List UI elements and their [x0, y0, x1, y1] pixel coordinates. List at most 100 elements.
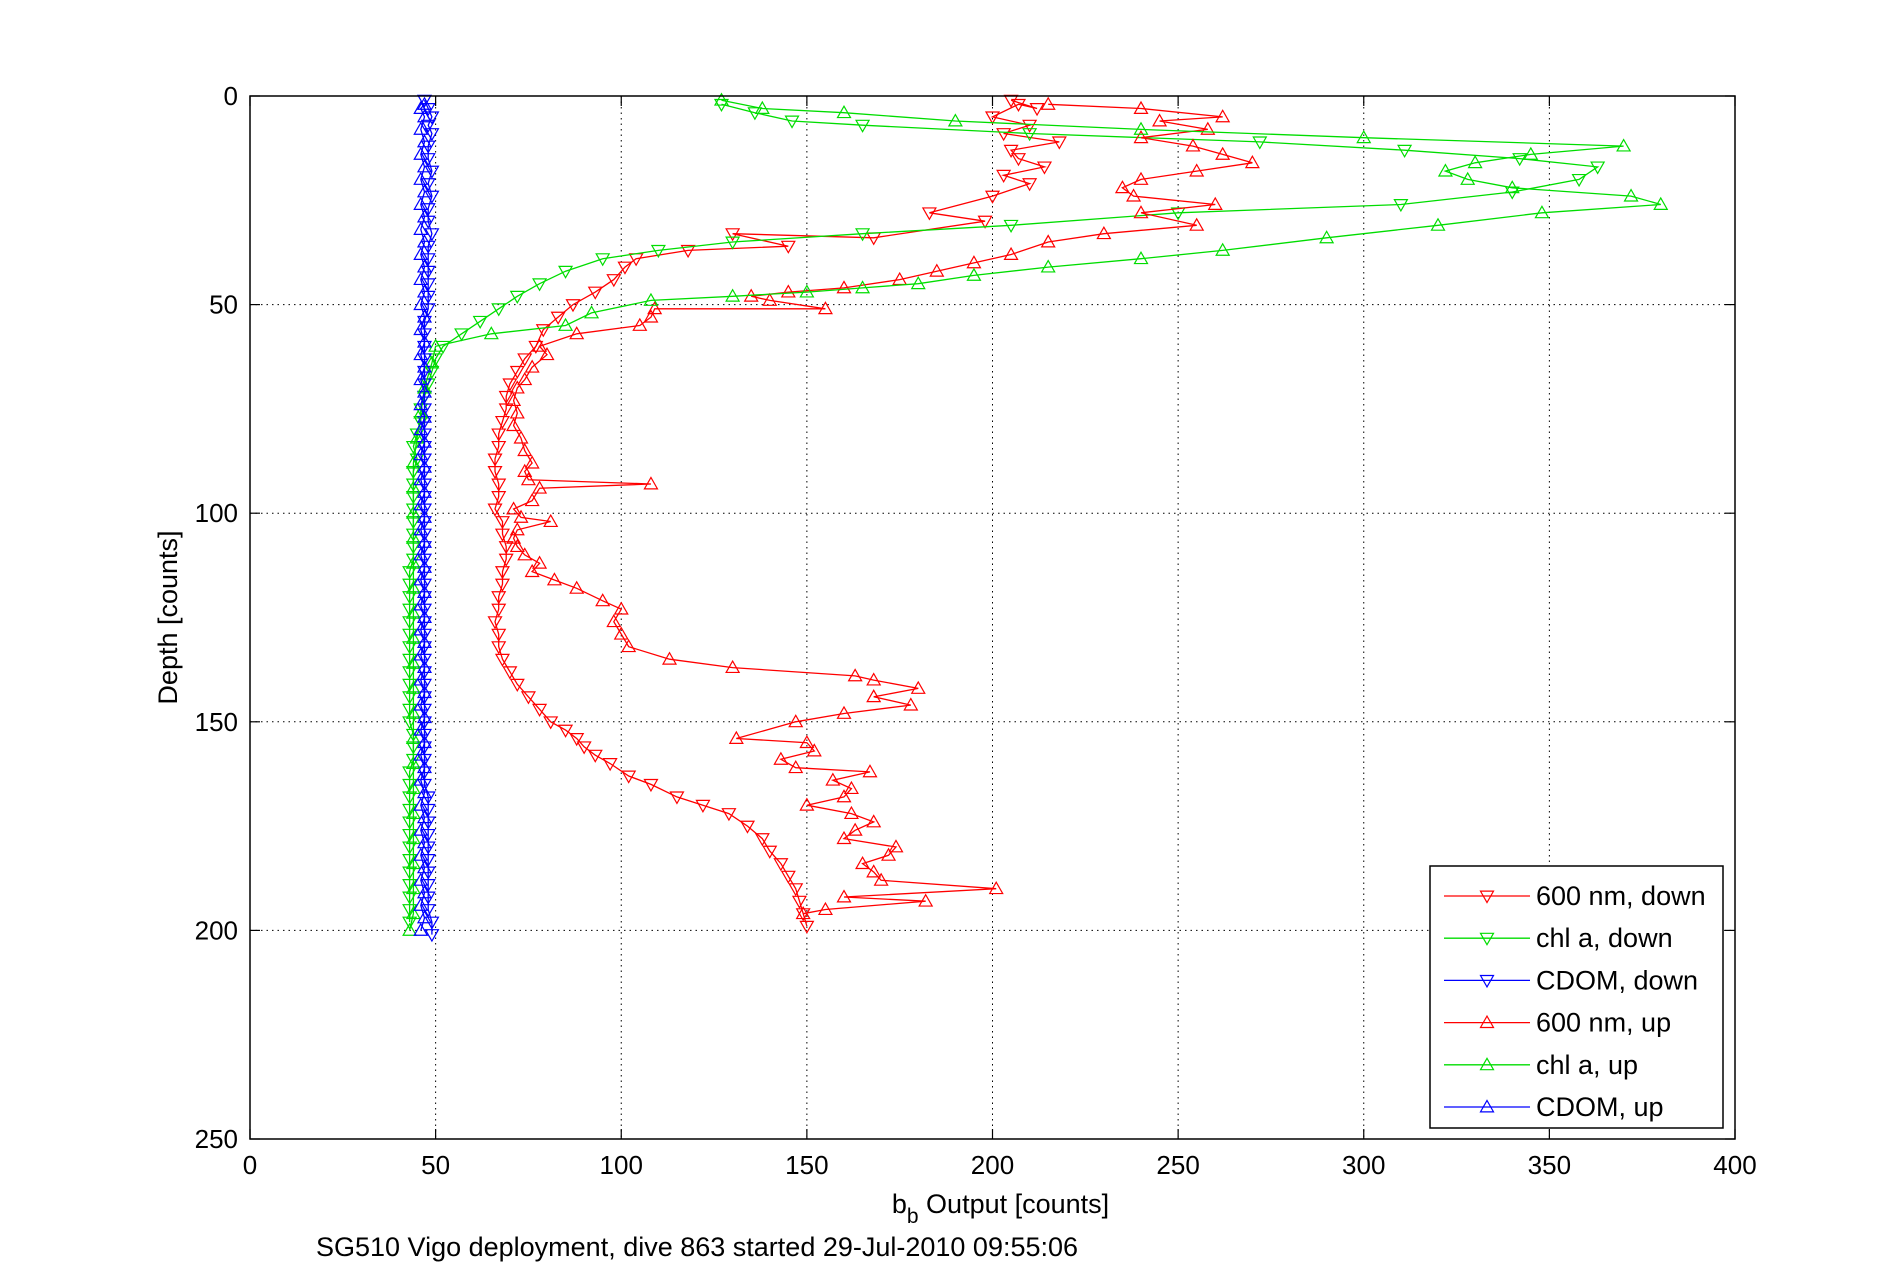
data-point: [491, 591, 507, 605]
data-point: [416, 885, 433, 899]
data-point: [1590, 161, 1606, 175]
data-point: [509, 522, 525, 536]
legend-marker: [1479, 974, 1495, 989]
y-tick-label: 250: [195, 1124, 238, 1154]
legend-label: 600 nm, up: [1536, 1008, 1671, 1038]
x-axis-label: bb Output [counts]: [892, 1189, 1109, 1228]
data-point: [506, 392, 522, 407]
data-point: [866, 689, 882, 703]
data-point: [1623, 188, 1639, 202]
figure-caption: SG510 Vigo deployment, dive 863 started …: [316, 1232, 1078, 1262]
x-tick-label: 300: [1342, 1150, 1385, 1180]
data-point: [532, 703, 548, 717]
data-point: [405, 680, 421, 694]
legend-box: [1429, 865, 1724, 1129]
series-line: [420, 103, 426, 931]
data-point: [416, 96, 433, 110]
data-point: [494, 578, 510, 592]
data-point: [621, 770, 637, 784]
data-point: [817, 301, 833, 315]
data-point: [416, 309, 433, 323]
data-point: [413, 822, 429, 836]
data-point: [472, 315, 488, 329]
data-point: [1460, 171, 1476, 185]
data-point: [1397, 144, 1413, 158]
data-point: [780, 870, 796, 884]
data-point: [847, 668, 863, 682]
data-point: [695, 799, 711, 813]
data-point: [524, 455, 540, 469]
data-point: [1133, 171, 1149, 185]
data-point: [532, 555, 548, 569]
data-point: [725, 288, 741, 302]
data-point: [405, 505, 421, 519]
data-point: [1512, 153, 1528, 167]
data-point: [1207, 196, 1223, 210]
data-point: [1189, 163, 1205, 177]
data-point: [543, 716, 559, 730]
axis-ticks: 0 50 100 150 200 250 300 350 400 0 50 100 150 200 250: [195, 81, 1757, 1180]
legend: 600 nm, down chl a, down CDOM, down 600 nm,…: [1429, 865, 1724, 1129]
data-point: [416, 810, 433, 824]
legend-entry: CDOM, down: [1444, 965, 1698, 995]
data-point: [881, 847, 897, 861]
data-point: [416, 659, 433, 674]
data-point: [988, 880, 1004, 895]
legend-label: CDOM, up: [1536, 1092, 1664, 1122]
data-point: [613, 626, 629, 640]
data-point: [788, 883, 804, 897]
data-point: [855, 228, 871, 242]
data-point: [491, 641, 507, 655]
data-point: [491, 303, 507, 317]
data-point: [416, 534, 433, 548]
data-point: [1319, 230, 1335, 244]
data-point: [1133, 250, 1149, 265]
data-point: [416, 434, 433, 448]
data-point: [643, 292, 659, 306]
data-point: [1022, 178, 1038, 192]
data-point: [613, 601, 629, 615]
data-point: [606, 613, 622, 628]
data-point: [405, 530, 421, 544]
data-point: [509, 405, 525, 419]
data-point: [1467, 155, 1483, 169]
data-point: [680, 244, 696, 259]
data-point: [413, 747, 429, 761]
data-point: [413, 296, 429, 311]
data-point: [836, 789, 852, 803]
data-point: [524, 492, 540, 507]
data-point: [494, 566, 510, 580]
data-point: [416, 584, 433, 598]
data-point: [413, 196, 429, 210]
data-point: [416, 184, 433, 198]
data-point: [1252, 136, 1268, 150]
data-point: [416, 159, 433, 173]
data-point: [428, 338, 444, 352]
data-point: [416, 209, 433, 223]
series-line: [512, 103, 1253, 915]
data-point: [513, 509, 529, 523]
data-point: [509, 678, 525, 692]
data-point: [1653, 196, 1669, 210]
data-point: [517, 547, 533, 561]
data-point: [491, 491, 507, 505]
data-point: [413, 597, 429, 611]
data-point: [595, 593, 611, 607]
data-point: [517, 371, 533, 386]
data-point: [524, 359, 540, 373]
data-point: [650, 244, 666, 259]
data-point: [1003, 144, 1019, 158]
data-point: [966, 267, 982, 281]
data-point: [405, 855, 421, 870]
data-point: [1022, 128, 1038, 142]
data-point: [1010, 153, 1027, 167]
data-point: [918, 893, 934, 907]
data-point: [413, 146, 429, 160]
data-point: [416, 609, 433, 623]
legend-entry: 600 nm, down: [1444, 881, 1706, 911]
x-tick-label: 50: [421, 1150, 450, 1180]
data-point: [454, 328, 470, 342]
data-point: [888, 839, 904, 853]
data-point: [784, 115, 800, 129]
